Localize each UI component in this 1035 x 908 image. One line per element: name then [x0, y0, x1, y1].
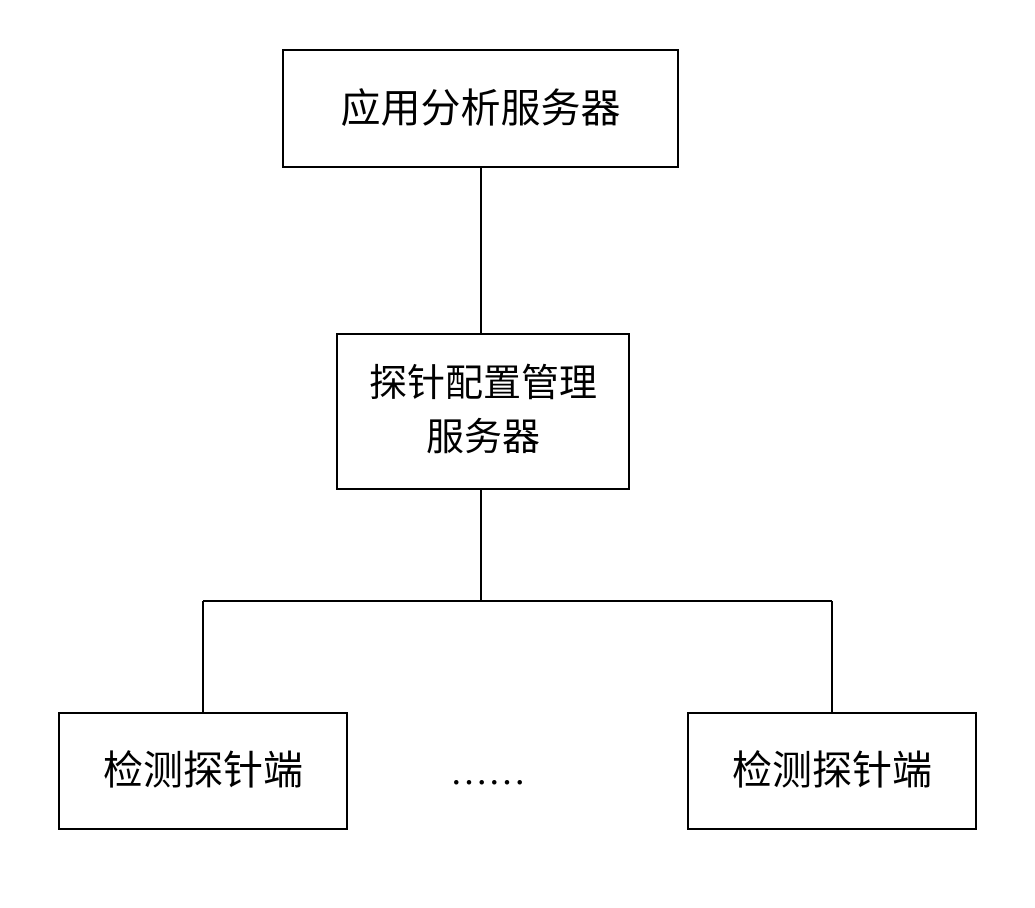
node-detect-probe-right: 检测探针端	[687, 712, 977, 830]
node-label: 检测探针端	[732, 743, 932, 799]
node-label: 应用分析服务器	[341, 81, 621, 137]
ellipsis-text: ……	[450, 750, 526, 794]
node-detect-probe-left: 检测探针端	[58, 712, 348, 830]
node-label: 检测探针端	[103, 743, 303, 799]
node-app-analysis-server: 应用分析服务器	[282, 49, 679, 168]
node-label: 探针配置管理服务器	[369, 358, 597, 464]
node-probe-config-server: 探针配置管理服务器	[336, 333, 630, 490]
